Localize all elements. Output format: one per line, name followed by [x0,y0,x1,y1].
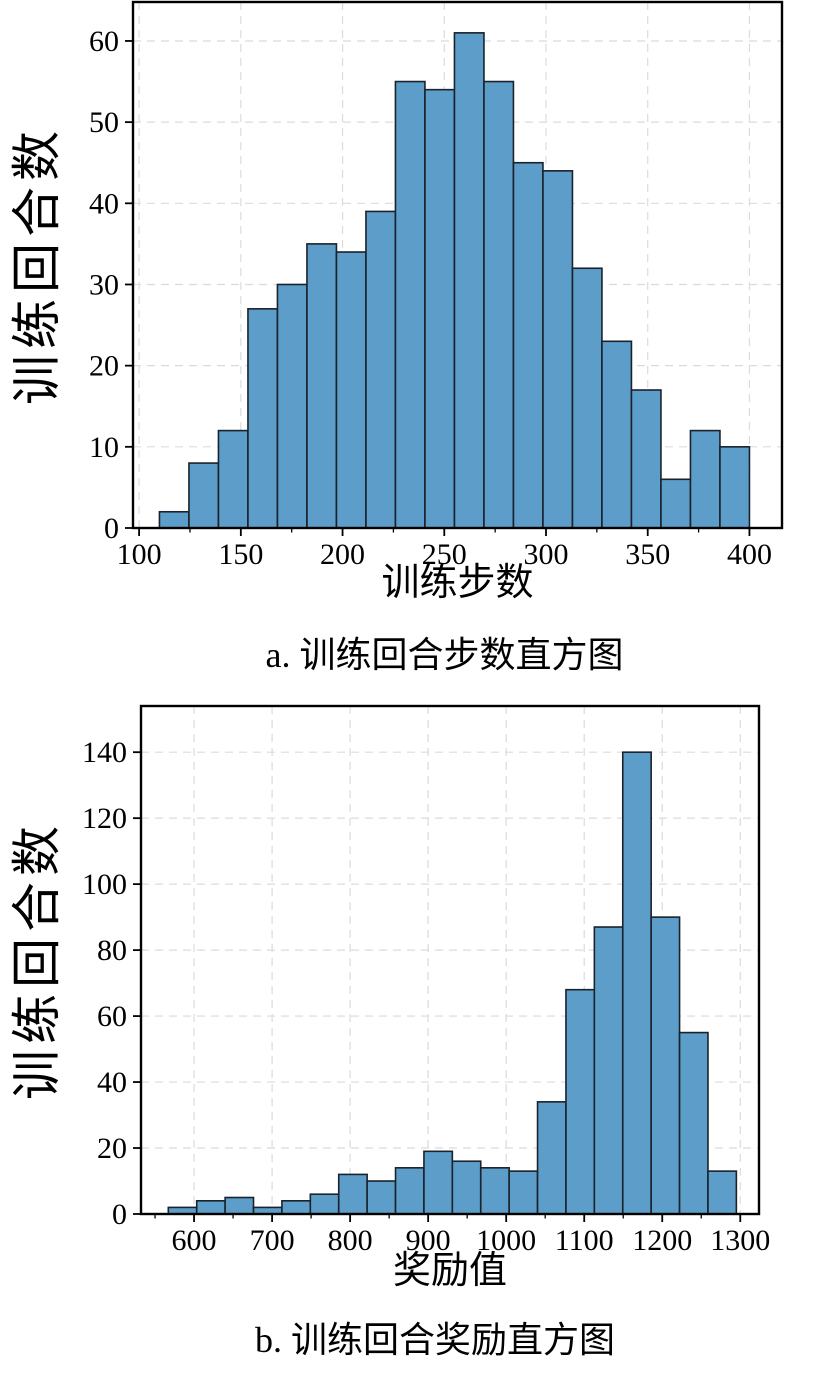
y-tick-label: 60 [97,1000,127,1033]
x-tick-label: 700 [250,1224,295,1257]
y-tick-label: 50 [89,106,119,139]
hist-bar [424,88,456,529]
histogram-training-rewards: 600 700 800 900 1000 1100 1200 1300 0 20 40 60 80 100… [82,704,770,1257]
hist-bar [453,32,485,529]
x-tick-label: 250 [422,538,467,571]
hist-bar [335,251,367,529]
hist-bar [689,429,721,529]
x-tick-label: 1300 [710,1224,770,1257]
y-tick-label: 60 [89,25,119,58]
y-tick-label: 120 [82,802,127,835]
chart-b-y-axis-label: 训练回合数 [9,820,65,1100]
hist-bar [423,1150,454,1215]
hist-bar [188,462,220,529]
hist-bar [276,283,308,529]
hist-bar [366,1180,397,1215]
x-tick-label: 150 [218,538,263,571]
hist-bar [309,1193,340,1215]
y-tick-label: 30 [89,268,119,301]
hist-bar [601,340,633,529]
x-tick-label: 1100 [555,1224,614,1257]
chart-b-caption: b. 训练回合奖励直方图 [254,1320,615,1360]
x-tick-label: 1200 [632,1224,692,1257]
hist-bar [365,210,397,529]
hist-bar [536,1101,567,1215]
hist-bar [158,510,190,529]
hist-bar [217,429,249,529]
x-tick-label: 900 [406,1224,451,1257]
hist-bar [508,1170,539,1215]
y-tick-label: 20 [89,350,119,383]
hist-bar [565,988,596,1215]
y-tick-label: 140 [82,736,127,769]
hist-bar [719,446,751,529]
plot-border [131,0,784,530]
chart-b-x-axis-label: 奖励值 [392,1250,507,1292]
hist-bar [542,170,574,529]
x-tick-label: 400 [727,538,772,571]
hist-bar [224,1196,255,1215]
x-tick-label: 300 [524,538,569,571]
hist-bar [630,389,662,529]
hist-bar [512,161,544,529]
hist-bar [571,267,603,529]
hist-bar [650,916,681,1215]
hist-bar [479,1167,510,1215]
y-tick-label: 0 [112,1198,127,1231]
x-tick-label: 600 [172,1224,217,1257]
y-tick-label: 0 [104,512,119,545]
y-tick-label: 80 [97,934,127,967]
chart-a-y-axis-label: 训练回合数 [9,125,65,405]
hist-bar [247,308,279,529]
x-tick-label: 200 [320,538,365,571]
hist-bar [707,1170,738,1215]
hist-bar [593,926,624,1215]
x-tick-label: 1000 [476,1224,536,1257]
y-tick-label: 100 [82,868,127,901]
x-tick-label: 350 [625,538,670,571]
hist-bar [621,751,652,1215]
y-tick-label: 20 [97,1132,127,1165]
x-tick-label: 800 [328,1224,373,1257]
hist-bar [678,1031,709,1215]
hist-bar [195,1200,226,1215]
hist-bar [394,1167,425,1215]
y-tick-label: 40 [97,1066,127,1099]
hist-bar [660,478,692,529]
hist-bar [281,1200,312,1215]
hist-bar [394,80,426,529]
plot-border [139,704,761,1216]
hist-bar [306,243,338,529]
hist-bar [451,1160,482,1215]
histogram-training-steps: 100 150 200 250 300 350 400 0 10 20 30 40 50 60 [89,0,784,571]
chart-a-x-axis-label: 训练步数 [381,562,534,604]
hist-bar [483,80,515,529]
hist-bar [337,1173,368,1215]
y-tick-label: 10 [89,431,119,464]
chart-a-caption: a. 训练回合步数直方图 [265,635,624,675]
y-tick-label: 40 [89,187,119,220]
x-tick-label: 100 [117,538,162,571]
